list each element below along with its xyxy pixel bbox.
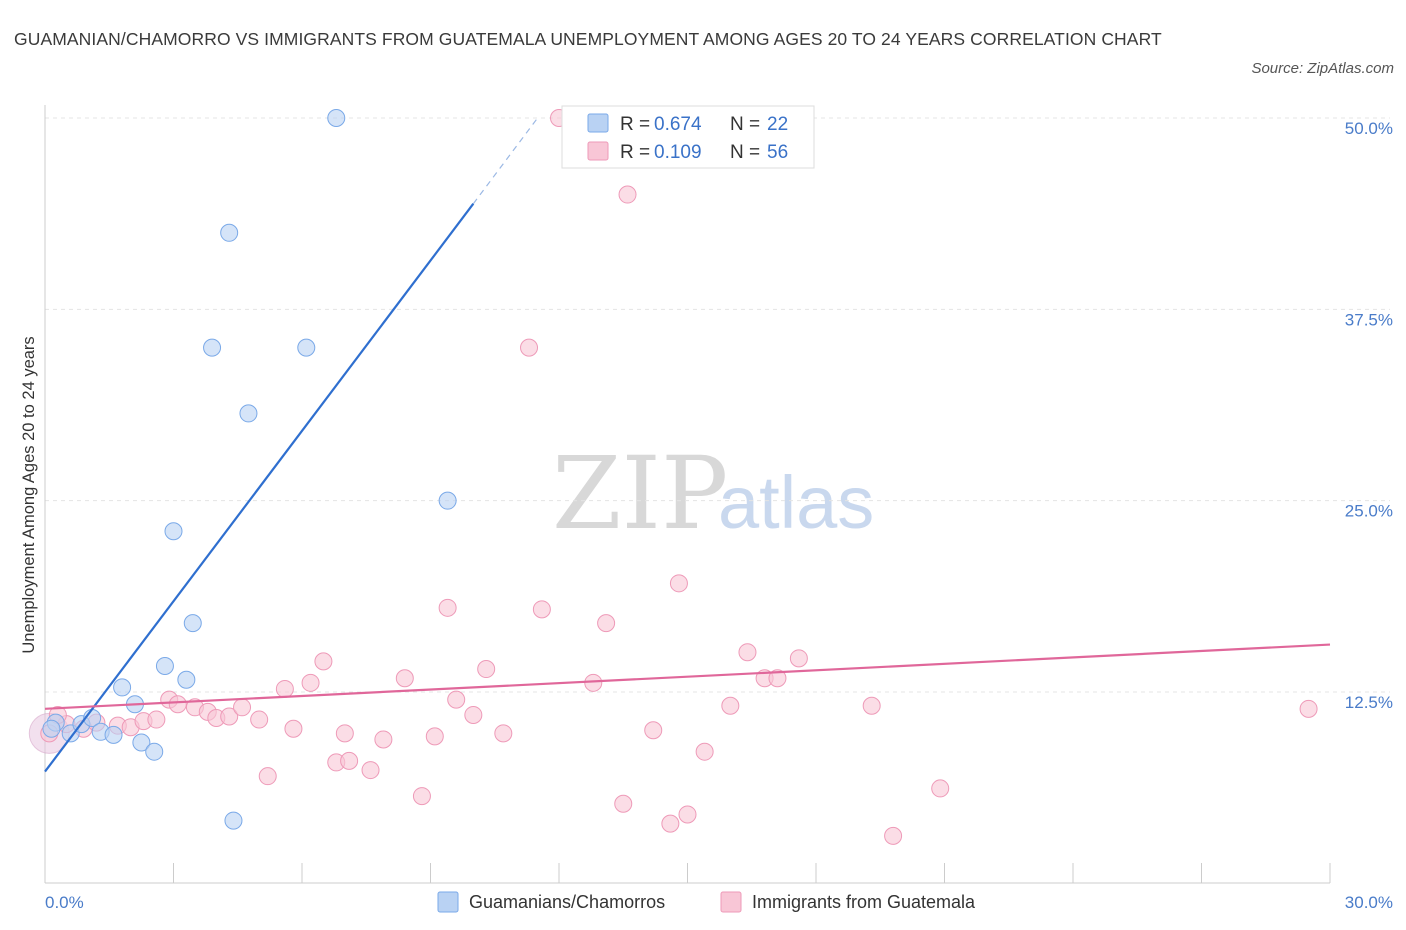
guamanian-point-6: [113, 678, 132, 697]
chart-title: GUAMANIAN/CHAMORRO VS IMMIGRANTS FROM GU…: [14, 29, 1162, 49]
legend-r-value-1: 0.674: [654, 114, 702, 135]
legend-r-label-2: R =: [620, 142, 650, 163]
guatemala-point-42: [661, 814, 680, 833]
guatemala-point-43: [669, 574, 688, 593]
legend-n-label-2: N =: [730, 142, 760, 163]
guatemala-point-9: [168, 695, 187, 714]
guatemala-point-45: [695, 742, 714, 761]
guatemala-point-33: [494, 724, 513, 743]
source-label: Source: ZipAtlas.com: [1251, 60, 1394, 77]
x-tick-label-1: 30.0%: [1345, 893, 1393, 912]
y-tick-labels: 12.5% 25.0% 37.5% 50.0%: [1345, 119, 1393, 712]
guatemala-point-30: [447, 690, 466, 709]
guamanian-point-20: [438, 491, 457, 510]
guatemala-point-52: [884, 826, 903, 845]
guatemala-point-22: [335, 724, 354, 743]
guatemala-point-20: [314, 652, 333, 671]
x-tick-labels: 0.0% 30.0%: [45, 893, 1393, 912]
guatemala-point-54: [1299, 699, 1318, 718]
x-tick-label-0: 0.0%: [45, 893, 84, 912]
guatemala-point-39: [614, 794, 633, 813]
guatemala-point-38: [597, 614, 616, 633]
guatemala-point-47: [738, 643, 757, 662]
y-tick-label-3: 50.0%: [1345, 119, 1393, 138]
legend-swatch-guatemala: [587, 141, 609, 161]
guatemala-point-31: [464, 705, 483, 724]
guatemala-point-41: [644, 721, 663, 740]
series-legend: Guamanians/Chamorros Immigrants from Gua…: [437, 891, 976, 913]
y-tick-label-0: 12.5%: [1345, 693, 1393, 712]
guatemala-trend-line: [44, 643, 1331, 710]
guatemala-point-16: [258, 767, 277, 786]
guamanian-point-10: [155, 656, 174, 675]
series-legend-label-guamanian: Guamanians/Chamorros: [469, 892, 665, 912]
guamanian-point-13: [183, 614, 202, 633]
guatemala-point-32: [477, 660, 496, 679]
guatemala-point-40: [618, 185, 637, 204]
guatemala-point-26: [395, 669, 414, 688]
legend-r-label-1: R =: [620, 114, 650, 135]
guatemala-point-19: [301, 673, 320, 692]
axes: [44, 105, 1331, 884]
gridlines: [45, 117, 1390, 693]
guamanian-point-12: [177, 670, 196, 689]
guamanian-trend-line: [44, 203, 475, 773]
guamanian-point-19: [327, 109, 346, 127]
guatemala-point-13: [220, 707, 239, 726]
guamanian-trend-extension: [472, 117, 539, 205]
guamanian-point-11: [164, 522, 183, 541]
guatemala-point-46: [721, 696, 740, 715]
legend-r-value-2: 0.109: [654, 142, 702, 163]
guamanian-point-15: [220, 223, 239, 242]
correlation-legend: R = 0.674 N = 22 R = 0.109 N = 56: [561, 105, 815, 169]
guamanian-point-16: [224, 811, 243, 830]
guatemala-point-27: [412, 787, 431, 806]
guatemala-point-51: [862, 696, 881, 715]
y-axis-label: Unemployment Among Ages 20 to 24 years: [20, 336, 38, 653]
guamanian-point-18: [297, 338, 316, 357]
guatemala-point-49: [768, 669, 787, 688]
y-tick-label-2: 37.5%: [1345, 310, 1393, 329]
guatemala-point-7: [147, 710, 166, 729]
guamanian-point-14: [203, 338, 222, 357]
trend-lines: [44, 117, 1331, 773]
guatemala-point-37: [584, 673, 603, 692]
series-legend-swatch-guatemala: [720, 891, 742, 913]
guatemala-point-50: [789, 649, 808, 668]
guamanian-point-17: [239, 404, 258, 423]
guatemala-point-25: [374, 730, 393, 749]
guatemala-point-15: [250, 710, 269, 729]
guatemala-point-14: [233, 698, 252, 717]
guatemala-point-18: [284, 719, 303, 738]
guatemala-point-23: [340, 751, 359, 770]
guamanian-point-9: [145, 742, 164, 761]
guamanian-point-21: [42, 719, 61, 738]
legend-n-value-2: 56: [767, 142, 788, 163]
series-legend-label-guatemala: Immigrants from Guatemala: [752, 892, 976, 912]
guatemala-point-53: [931, 779, 950, 798]
legend-swatch-guamanian: [587, 113, 609, 133]
guatemala-point-29: [438, 598, 457, 617]
guamanian-point-5: [104, 725, 123, 744]
guatemala-point-28: [425, 727, 444, 746]
guatemala-point-17: [275, 679, 294, 698]
legend-n-value-1: 22: [767, 114, 788, 135]
watermark-zip: ZIP: [552, 435, 728, 552]
series-legend-swatch-guamanian: [437, 891, 459, 913]
guatemala-point-35: [532, 600, 551, 619]
y-tick-label-1: 25.0%: [1345, 502, 1393, 521]
watermark-atlas: atlas: [718, 461, 874, 544]
guatemala-point-34: [520, 338, 539, 357]
guatemala-point-44: [678, 805, 697, 824]
legend-n-label-1: N =: [730, 114, 760, 135]
guatemala-point-24: [361, 761, 380, 780]
guamanian-point-8: [132, 733, 151, 752]
